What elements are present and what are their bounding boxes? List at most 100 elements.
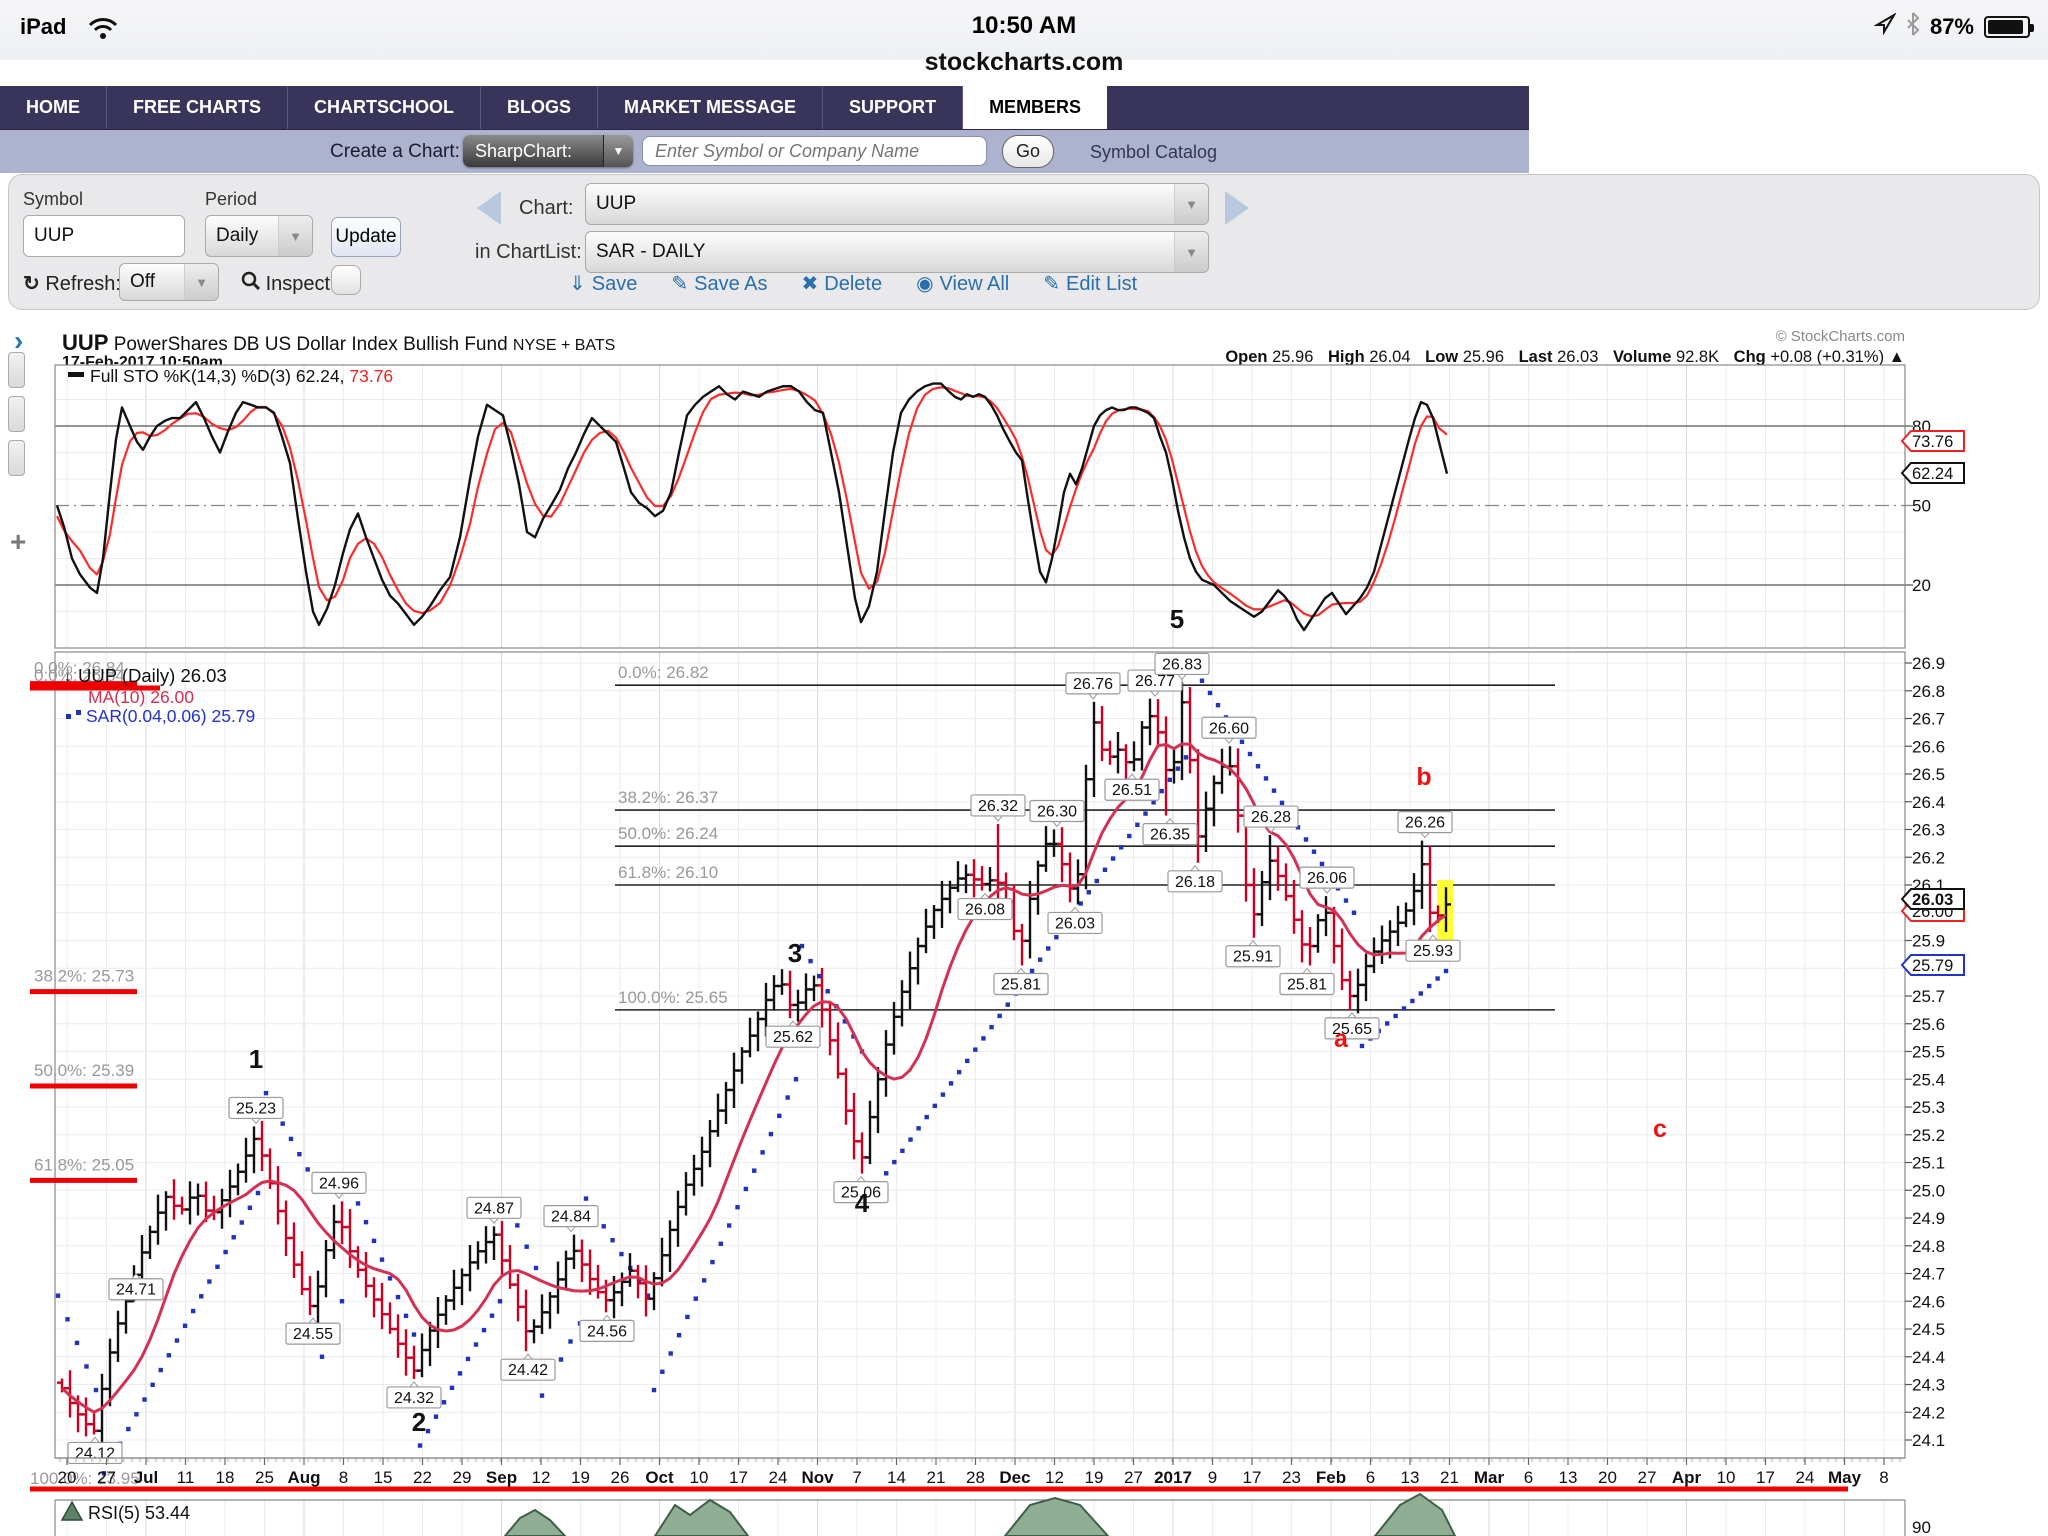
svg-text:50.0%: 26.24: 50.0%: 26.24 <box>618 824 718 843</box>
nav-tab-support[interactable]: SUPPORT <box>823 86 964 129</box>
symbol-catalog-link[interactable]: Symbol Catalog <box>1090 142 1218 162</box>
period-select[interactable]: Daily ▼ <box>205 215 313 257</box>
svg-text:26.30: 26.30 <box>1037 804 1077 821</box>
chart-canvas[interactable]: 80502024.124.224.324.424.524.624.724.824… <box>0 310 2048 1536</box>
prev-chart-arrow[interactable] <box>477 191 501 225</box>
svg-text:8: 8 <box>339 1468 348 1487</box>
svg-text:10: 10 <box>1717 1468 1736 1487</box>
view-all-link[interactable]: ◉ View All <box>916 273 1010 295</box>
svg-text:24.2: 24.2 <box>1912 1403 1945 1422</box>
svg-text:50: 50 <box>1912 497 1931 516</box>
svg-text:13: 13 <box>1401 1468 1420 1487</box>
svg-text:26: 26 <box>611 1468 630 1487</box>
svg-text:26.9: 26.9 <box>1912 654 1945 673</box>
svg-text:23: 23 <box>1282 1468 1301 1487</box>
svg-text:0.0%: 26.84: 0.0%: 26.84 <box>34 666 125 685</box>
save-link[interactable]: ⇓ Save <box>569 273 638 295</box>
svg-text:61.8%: 26.10: 61.8%: 26.10 <box>618 863 718 882</box>
svg-text:25.0: 25.0 <box>1912 1181 1945 1200</box>
svg-text:26.8: 26.8 <box>1912 682 1945 701</box>
symbol-search-input[interactable] <box>642 136 987 166</box>
svg-text:24.4: 24.4 <box>1912 1348 1945 1367</box>
svg-text:20: 20 <box>1598 1468 1617 1487</box>
symbol-input[interactable] <box>23 215 185 257</box>
nav-tab-market-message[interactable]: MARKET MESSAGE <box>598 86 824 129</box>
collapse-panel-icon[interactable]: › <box>14 325 24 356</box>
tool-handle[interactable] <box>8 396 25 432</box>
svg-text:c: c <box>1653 1115 1667 1143</box>
save-as-icon: ✎ <box>671 273 689 295</box>
chart-controls-panel: Symbol Period Daily▼ Update Chart: UUP▼ … <box>8 174 2040 310</box>
ohlc-readout: Open 25.96 High 26.04 Low 25.96 Last 26.… <box>1225 348 1905 366</box>
svg-text:May: May <box>1828 1468 1862 1487</box>
svg-text:26.4: 26.4 <box>1912 793 1945 812</box>
svg-text:Jul: Jul <box>134 1468 159 1487</box>
nav-tab-blogs[interactable]: BLOGS <box>481 86 599 129</box>
tool-handle[interactable] <box>8 440 25 476</box>
refresh-label: Refresh: <box>45 273 121 295</box>
svg-text:Aug: Aug <box>287 1468 320 1487</box>
main-nav: HOME FREE CHARTS CHARTSCHOOL BLOGS MARKET ME… <box>0 86 1529 130</box>
svg-text:21: 21 <box>927 1468 946 1487</box>
ipad-status-bar: iPad 10:50 AM 87% <box>0 0 2048 60</box>
edit-list-icon: ✎ <box>1043 273 1060 295</box>
nav-tab-chartschool[interactable]: CHARTSCHOOL <box>288 86 482 129</box>
svg-text:RSI(5) 53.44: RSI(5) 53.44 <box>88 1503 190 1523</box>
svg-text:24.55: 24.55 <box>293 1326 333 1343</box>
battery-pct: 87% <box>1929 14 1974 39</box>
chart-title: UUP PowerShares DB US Dollar Index Bulli… <box>62 330 615 356</box>
svg-text:17: 17 <box>1756 1468 1775 1487</box>
chart-select[interactable]: UUP ▼ <box>585 183 1209 225</box>
nav-tab-members[interactable]: MEMBERS <box>963 86 1108 129</box>
nav-tab-home[interactable]: HOME <box>0 86 107 129</box>
svg-text:1: 1 <box>249 1044 263 1074</box>
chartlist-select[interactable]: SAR - DAILY ▼ <box>585 231 1209 273</box>
svg-text:24.71: 24.71 <box>116 1282 156 1299</box>
svg-text:Nov: Nov <box>801 1468 834 1487</box>
svg-text:24: 24 <box>1796 1468 1815 1487</box>
next-chart-arrow[interactable] <box>1225 191 1249 225</box>
svg-text:0.0%: 26.84: 0.0%: 26.84 <box>34 659 125 678</box>
svg-text:2: 2 <box>412 1407 426 1437</box>
svg-text:24.12: 24.12 <box>75 1445 115 1462</box>
site-domain: stockcharts.com <box>924 48 1124 76</box>
svg-text:20: 20 <box>58 1468 77 1487</box>
svg-text:0.0%: 26.82: 0.0%: 26.82 <box>618 663 709 682</box>
svg-text:26.5: 26.5 <box>1912 765 1945 784</box>
svg-text:15: 15 <box>374 1468 393 1487</box>
svg-text:26.7: 26.7 <box>1912 710 1945 729</box>
go-button[interactable]: Go <box>1002 135 1054 168</box>
bluetooth-icon <box>1906 12 1920 42</box>
svg-text:↓: ↓ <box>64 668 72 685</box>
save-as-link[interactable]: ✎ Save As <box>671 273 768 295</box>
svg-text:a: a <box>1334 1025 1349 1053</box>
nav-tab-free-charts[interactable]: FREE CHARTS <box>107 86 289 129</box>
chart-type-dropdown[interactable]: SharpChart: ▼ <box>463 135 633 167</box>
chevron-down-icon: ▼ <box>184 264 218 300</box>
svg-text:26.28: 26.28 <box>1251 809 1291 826</box>
inspect-checkbox[interactable] <box>331 265 361 295</box>
period-field-label: Period <box>205 189 258 209</box>
edit-list-link[interactable]: ✎ Edit List <box>1043 273 1138 295</box>
svg-text:24.5: 24.5 <box>1912 1320 1945 1339</box>
svg-text:25.6: 25.6 <box>1912 1015 1945 1034</box>
svg-text:12: 12 <box>532 1468 551 1487</box>
chart-area: › + UUP PowerShares DB US Dollar Index B… <box>0 310 2048 1536</box>
delete-link[interactable]: ✖ Delete <box>801 273 883 295</box>
svg-text:25.06: 25.06 <box>841 1185 881 1202</box>
refresh-icon[interactable]: ↻ <box>23 273 40 295</box>
zoom-plus-icon[interactable]: + <box>10 526 27 557</box>
refresh-select[interactable]: Off ▼ <box>119 263 219 301</box>
svg-text:6: 6 <box>1366 1468 1375 1487</box>
update-button[interactable]: Update <box>331 217 401 257</box>
svg-text:24.96: 24.96 <box>319 1175 359 1192</box>
svg-text:3: 3 <box>788 938 802 968</box>
svg-text:22: 22 <box>413 1468 432 1487</box>
tool-handle[interactable] <box>8 352 25 388</box>
svg-text:Mar: Mar <box>1474 1468 1505 1487</box>
svg-text:25.91: 25.91 <box>1233 949 1273 966</box>
chevron-down-icon: ▼ <box>1174 232 1208 272</box>
svg-text:26.18: 26.18 <box>1175 874 1215 891</box>
clock: 10:50 AM <box>971 12 1077 39</box>
